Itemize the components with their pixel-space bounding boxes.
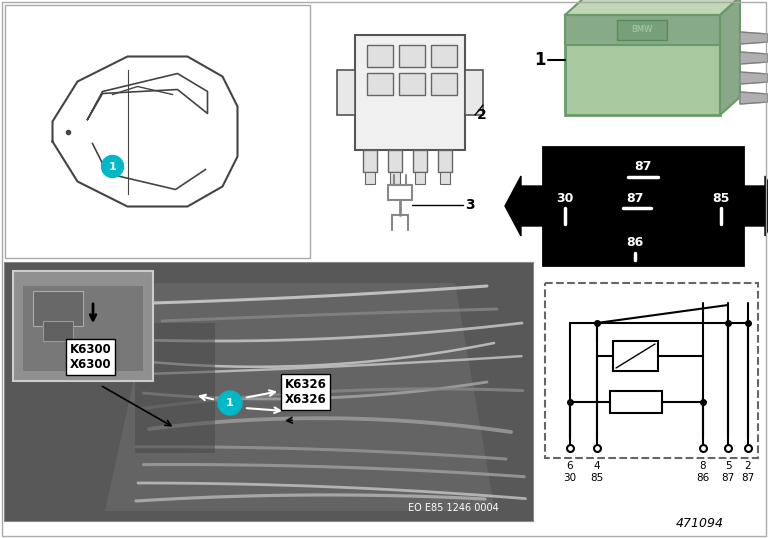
Text: 4: 4: [594, 461, 601, 471]
Text: 85: 85: [712, 192, 730, 204]
Bar: [363, 150, 377, 172]
Text: 87: 87: [634, 160, 652, 173]
Polygon shape: [505, 176, 543, 236]
Text: 30: 30: [556, 192, 574, 204]
Bar: [13, 271, 153, 381]
Text: 87: 87: [627, 192, 644, 204]
Bar: [413, 150, 427, 172]
Bar: [355, 35, 465, 150]
Bar: [5, 5, 310, 258]
Bar: [565, 15, 720, 45]
Bar: [543, 147, 743, 265]
Text: 2: 2: [477, 108, 487, 122]
Polygon shape: [740, 32, 768, 44]
Bar: [135, 323, 215, 453]
Bar: [431, 45, 457, 67]
Bar: [399, 45, 425, 67]
Polygon shape: [720, 0, 740, 115]
Bar: [465, 70, 483, 115]
Bar: [613, 341, 658, 371]
Text: 86: 86: [627, 237, 644, 250]
Text: 87: 87: [741, 473, 755, 483]
Bar: [390, 172, 400, 184]
Text: 85: 85: [591, 473, 604, 483]
Bar: [23, 286, 143, 371]
Polygon shape: [743, 176, 768, 236]
Text: 471094: 471094: [676, 517, 724, 530]
Text: EO E85 1246 0004: EO E85 1246 0004: [408, 503, 498, 513]
Bar: [399, 73, 425, 95]
Bar: [440, 172, 450, 184]
Polygon shape: [740, 72, 768, 84]
Bar: [438, 150, 452, 172]
Text: 1: 1: [535, 51, 546, 69]
Bar: [337, 70, 355, 115]
Circle shape: [101, 155, 124, 178]
Bar: [388, 150, 402, 172]
Bar: [415, 172, 425, 184]
Text: 30: 30: [564, 473, 577, 483]
Bar: [610, 391, 662, 413]
Text: 6: 6: [567, 461, 574, 471]
Text: BMW: BMW: [631, 25, 653, 34]
Bar: [33, 291, 83, 326]
Bar: [565, 15, 720, 115]
Text: K6326
X6326: K6326 X6326: [285, 378, 327, 406]
Bar: [431, 73, 457, 95]
Text: 86: 86: [697, 473, 710, 483]
Polygon shape: [105, 283, 495, 511]
Text: 8: 8: [700, 461, 707, 471]
Text: 5: 5: [725, 461, 731, 471]
Text: 87: 87: [721, 473, 735, 483]
Bar: [5, 263, 533, 521]
Polygon shape: [740, 52, 768, 64]
Bar: [545, 283, 758, 458]
Text: 2: 2: [745, 461, 751, 471]
Bar: [367, 45, 393, 67]
Bar: [5, 263, 533, 521]
Bar: [617, 20, 667, 40]
Bar: [43, 321, 73, 341]
Polygon shape: [740, 92, 768, 104]
Text: 1: 1: [226, 398, 234, 408]
Circle shape: [218, 391, 242, 415]
Text: 1: 1: [108, 161, 117, 172]
Polygon shape: [565, 0, 740, 15]
Bar: [367, 73, 393, 95]
Bar: [365, 172, 375, 184]
Text: K6300
X6300: K6300 X6300: [70, 343, 112, 371]
Text: 3: 3: [465, 198, 475, 212]
